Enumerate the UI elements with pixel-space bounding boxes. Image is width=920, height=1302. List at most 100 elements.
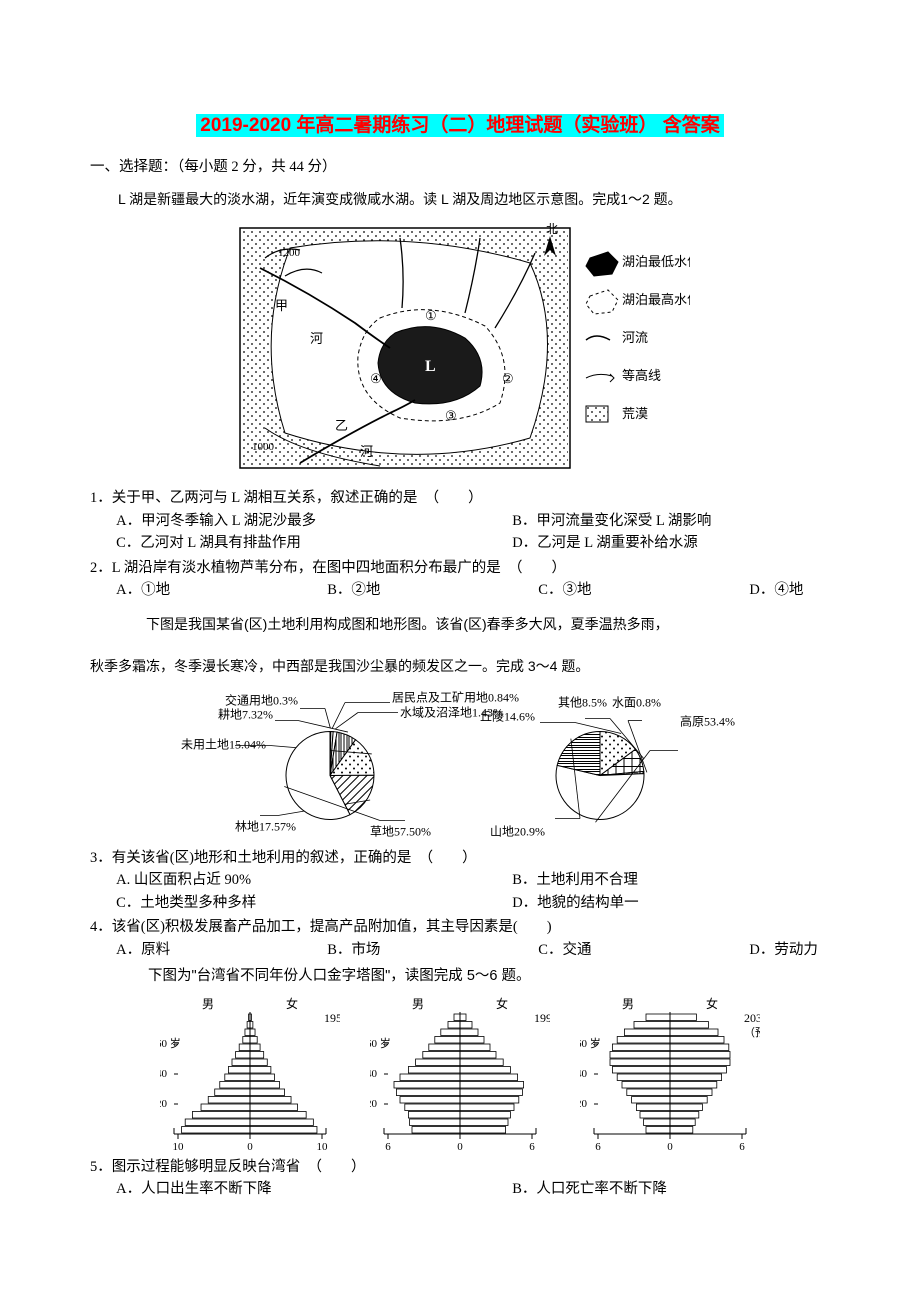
- svg-text:林地17.57%: 林地17.57%: [235, 819, 296, 833]
- svg-text:女: 女: [706, 996, 718, 1011]
- svg-text:交通用地0.3%: 交通用地0.3%: [225, 692, 298, 707]
- svg-text:山地20.9%: 山地20.9%: [490, 824, 545, 838]
- svg-text:荒漠: 荒漠: [622, 406, 648, 421]
- q3-opt-d: D．地貌的结构单一: [486, 892, 882, 914]
- svg-text:0: 0: [667, 1141, 673, 1153]
- intro-2b: 秋季多霜冻，冬季漫长寒冷，中西部是我国沙尘暴的频发区之一。完成 3～4 题。: [90, 650, 830, 682]
- q4-opt-d: D．劳动力: [723, 939, 920, 961]
- figure-pyramids: 男女1951年204060 岁10010 男女1991年204060 岁606 …: [90, 994, 830, 1154]
- q1-opts-row1: A．甲河冬季输入 L 湖泥沙最多 B．甲河流量变化深受 L 湖影响: [90, 510, 830, 532]
- svg-text:1991年: 1991年: [534, 1011, 550, 1025]
- q2-opt-a: A．①地: [90, 579, 301, 601]
- svg-text:2031年: 2031年: [744, 1011, 760, 1025]
- svg-text:②: ②: [502, 371, 514, 386]
- svg-text:北: 北: [546, 222, 558, 236]
- svg-text:女: 女: [496, 996, 508, 1011]
- svg-text:60 岁: 60 岁: [370, 1036, 391, 1050]
- q5-opt-a: A．人口出生率不断下降: [90, 1178, 486, 1200]
- q3-opts-row2: C．土地类型多种多样 D．地貌的结构单一: [90, 892, 830, 914]
- svg-text:湖泊最低水位: 湖泊最低水位: [622, 254, 690, 269]
- q2-opts: A．①地 B．②地 C．③地 D．④地: [90, 579, 830, 601]
- svg-text:草地57.50%: 草地57.50%: [370, 824, 431, 838]
- svg-text:丘陵14.6%: 丘陵14.6%: [480, 709, 535, 723]
- q2-opt-d: D．④地: [723, 579, 920, 601]
- svg-text:10: 10: [173, 1141, 185, 1153]
- q1-stem: 1．关于甲、乙两河与 L 湖相互关系，叙述正确的是 （ ）: [90, 487, 830, 509]
- q1-opt-d: D．乙河是 L 湖重要补给水源: [486, 532, 882, 554]
- svg-text:①: ①: [425, 308, 437, 323]
- q5-stem: 5．图示过程能够明显反映台湾省 （ ）: [90, 1156, 830, 1178]
- q1-opt-a: A．甲河冬季输入 L 湖泥沙最多: [90, 510, 486, 532]
- svg-text:40: 40: [370, 1068, 378, 1080]
- q4-stem: 4．该省(区)积极发展畜产品加工，提高产品附加值，其主导因素是( ): [90, 916, 830, 938]
- figure-map: 12001000L甲河乙河①②③④北湖泊最低水位湖泊最高水位河流等高线荒漠: [90, 218, 830, 483]
- q2-opt-c: C．③地: [512, 579, 723, 601]
- intro-1: L 湖是新疆最大的淡水湖，近年演变成微咸水湖。读 L 湖及周边地区示意图。完成1…: [90, 186, 830, 213]
- q5-opt-b: B．人口死亡率不断下降: [486, 1178, 882, 1200]
- svg-text:未用土地15.04%: 未用土地15.04%: [181, 737, 266, 751]
- svg-text:其他8.5%: 其他8.5%: [558, 695, 607, 709]
- q4-opt-a: A．原料: [90, 939, 301, 961]
- svg-text:等高线: 等高线: [622, 368, 661, 383]
- q4-opt-b: B．市场: [301, 939, 512, 961]
- svg-text:男: 男: [412, 997, 424, 1011]
- svg-text:1951年: 1951年: [324, 1011, 340, 1025]
- svg-text:高原53.4%: 高原53.4%: [680, 713, 735, 728]
- q1-opts-row2: C．乙河对 L 湖具有排盐作用 D．乙河是 L 湖重要补给水源: [90, 532, 830, 554]
- q1-opt-c: C．乙河对 L 湖具有排盐作用: [90, 532, 486, 554]
- intro-3: 下图为"台湾省不同年份人口金字塔图"，读图完成 5～6 题。: [90, 965, 830, 987]
- intro-2a: 下图是我国某省(区)土地利用构成图和地形图。该省(区)春季多大风，夏季温热多雨，: [90, 608, 830, 640]
- q2-stem: 2．L 湖沿岸有淡水植物芦苇分布，在图中四地面积分布最广的是 （ ）: [90, 557, 830, 579]
- page-title: 2019-2020 年高二暑期练习（二）地理试题（实验班） 含答案: [90, 110, 830, 137]
- q3-opts-row1: A. 山区面积占近 90% B．土地利用不合理: [90, 869, 830, 891]
- svg-text:60 岁: 60 岁: [580, 1036, 601, 1050]
- q3-opt-c: C．土地类型多种多样: [90, 892, 486, 914]
- svg-text:③: ③: [445, 408, 457, 423]
- svg-text:湖泊最高水位: 湖泊最高水位: [622, 292, 690, 307]
- pyramid-1951: 男 女 1951年 20 40 60 岁 10 0 10: [160, 994, 340, 1154]
- svg-text:河流: 河流: [622, 330, 648, 345]
- svg-text:60 岁: 60 岁: [160, 1036, 181, 1050]
- svg-text:河: 河: [310, 331, 323, 346]
- svg-text:20: 20: [160, 1098, 168, 1110]
- q3-opt-a: A. 山区面积占近 90%: [90, 869, 486, 891]
- svg-text:20: 20: [370, 1098, 378, 1110]
- svg-text:1000: 1000: [252, 441, 275, 453]
- pyramid-2031: 男 女 2031年（预测） 20 40 60 岁 6 0 6: [580, 994, 760, 1154]
- svg-text:河: 河: [360, 444, 373, 459]
- svg-text:女: 女: [286, 996, 298, 1011]
- svg-text:L: L: [425, 358, 436, 375]
- svg-text:0: 0: [457, 1141, 463, 1153]
- figure-pies: 交通用地0.3%居民点及工矿用地0.84%水域及沼泽地1.43%耕地7.32%未…: [90, 688, 830, 843]
- q4-opts: A．原料 B．市场 C．交通 D．劳动力: [90, 939, 830, 961]
- map-diagram: 12001000L甲河乙河①②③④北湖泊最低水位湖泊最高水位河流等高线荒漠: [230, 218, 690, 478]
- svg-text:0: 0: [247, 1141, 253, 1153]
- q5-opts-row1: A．人口出生率不断下降 B．人口死亡率不断下降: [90, 1178, 830, 1200]
- svg-text:甲: 甲: [275, 298, 288, 313]
- svg-text:40: 40: [160, 1068, 168, 1080]
- svg-text:水面0.8%: 水面0.8%: [612, 695, 661, 709]
- svg-text:20: 20: [580, 1098, 588, 1110]
- pie-charts: 交通用地0.3%居民点及工矿用地0.84%水域及沼泽地1.43%耕地7.32%未…: [180, 688, 740, 838]
- svg-text:6: 6: [385, 1141, 391, 1153]
- title-highlight: 2019-2020 年高二暑期练习（二）地理试题（实验班） 含答案: [196, 114, 723, 137]
- svg-text:④: ④: [370, 371, 382, 386]
- q4-opt-c: C．交通: [512, 939, 723, 961]
- svg-text:男: 男: [202, 997, 214, 1011]
- svg-text:耕地7.32%: 耕地7.32%: [218, 706, 273, 721]
- svg-text:乙: 乙: [335, 418, 348, 433]
- svg-text:6: 6: [529, 1141, 535, 1153]
- q3-stem: 3．有关该省(区)地形和土地利用的叙述，正确的是 （ ）: [90, 847, 830, 869]
- q2-opt-b: B．②地: [301, 579, 512, 601]
- svg-text:居民点及工矿用地0.84%: 居民点及工矿用地0.84%: [392, 690, 519, 704]
- svg-text:6: 6: [595, 1141, 601, 1153]
- svg-text:6: 6: [739, 1141, 745, 1153]
- q1-opt-b: B．甲河流量变化深受 L 湖影响: [486, 510, 882, 532]
- q3-opt-b: B．土地利用不合理: [486, 869, 882, 891]
- section-1-heading: 一、选择题：（每小题 2 分，共 44 分）: [90, 155, 830, 180]
- pyramid-1991: 男 女 1991年 20 40 60 岁 6 0 6: [370, 994, 550, 1154]
- svg-text:（预测）: （预测）: [744, 1026, 760, 1039]
- svg-text:男: 男: [622, 997, 634, 1011]
- svg-text:40: 40: [580, 1068, 588, 1080]
- svg-text:10: 10: [317, 1141, 329, 1153]
